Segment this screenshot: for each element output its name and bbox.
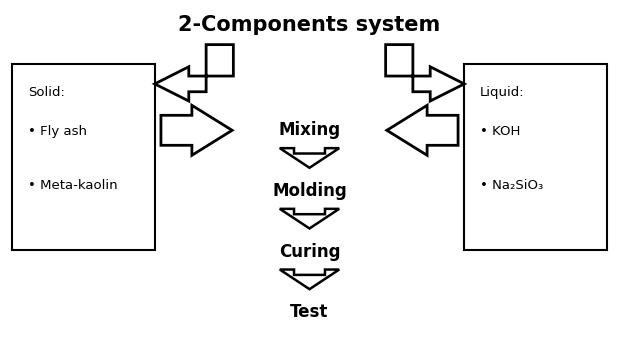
Bar [464, 64, 607, 250]
Polygon shape [280, 209, 339, 228]
Text: • Na₂SiO₃: • Na₂SiO₃ [480, 178, 543, 191]
Text: Liquid:: Liquid: [480, 86, 524, 99]
Polygon shape [386, 45, 464, 101]
Text: Solid:: Solid: [28, 86, 65, 99]
Text: Mixing: Mixing [279, 121, 340, 139]
Polygon shape [280, 148, 339, 168]
Polygon shape [387, 105, 458, 155]
Text: Test: Test [290, 303, 329, 321]
Text: • Fly ash: • Fly ash [28, 125, 87, 138]
Text: 2-Components system: 2-Components system [178, 15, 441, 35]
Text: • Meta-kaolin: • Meta-kaolin [28, 178, 118, 191]
Polygon shape [161, 105, 232, 155]
Polygon shape [155, 45, 233, 101]
Bar [12, 64, 155, 250]
Text: Molding: Molding [272, 182, 347, 200]
Text: Curing: Curing [279, 243, 340, 261]
Text: • KOH: • KOH [480, 125, 520, 138]
Polygon shape [280, 270, 339, 289]
